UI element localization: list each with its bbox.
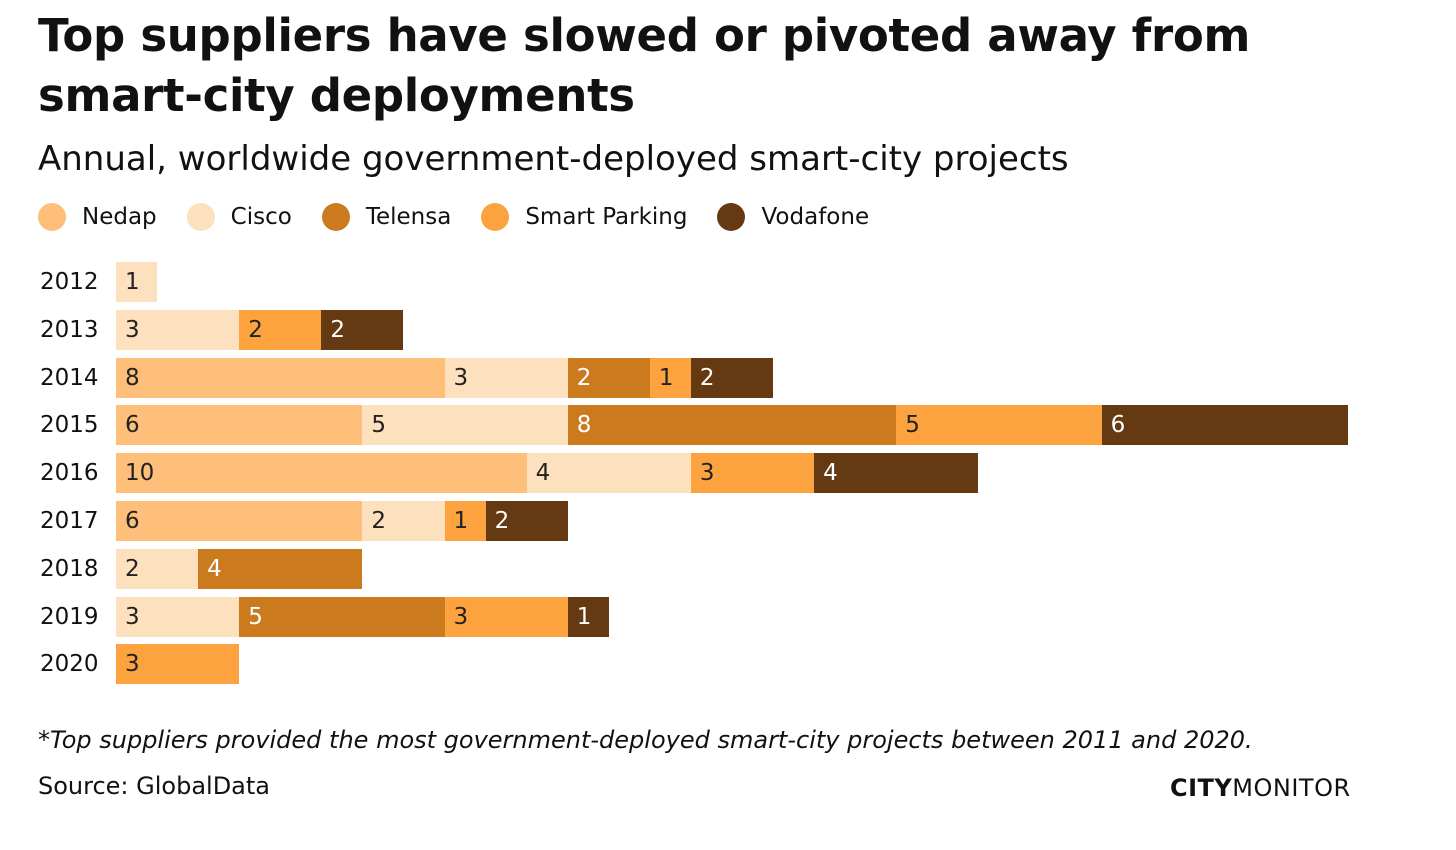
data-label: 3	[125, 316, 140, 343]
data-label: 3	[699, 460, 715, 487]
y-tick-label: 2016	[40, 460, 99, 487]
data-label: 5	[905, 412, 920, 439]
legend-item: Cisco	[186, 203, 292, 231]
y-tick-label: 2015	[40, 412, 99, 439]
legend-swatch	[717, 203, 746, 231]
bar-telensa-2019: 5	[239, 596, 445, 637]
bar-smart-parking-2020: 3	[116, 644, 240, 685]
bar-smart-parking-2019: 3	[444, 596, 568, 637]
legend-swatch	[186, 203, 215, 231]
data-label: 2	[576, 364, 592, 391]
data-label: 6	[1110, 412, 1126, 439]
bar-telensa-2018: 4	[198, 548, 363, 589]
y-tick-label: 2014	[40, 364, 99, 391]
city-monitor-logo: CITYMONITOR	[1170, 774, 1351, 802]
chart-title: Top suppliers have slowed or pivoted awa…	[38, 9, 1251, 122]
legend-swatch	[481, 203, 510, 231]
legend-swatch	[38, 203, 66, 231]
bar-telensa-2014: 2	[567, 357, 650, 398]
data-label: 3	[125, 651, 140, 678]
bar-smart-parking-2017: 1	[444, 501, 486, 541]
bar-smart-parking-2013: 2	[239, 309, 322, 350]
legend-item: Smart Parking	[481, 203, 687, 231]
legend-swatch	[321, 203, 350, 231]
chart-subtitle: Annual, worldwide government-deployed sm…	[38, 139, 1069, 179]
bar-cisco-2015: 5	[362, 405, 568, 446]
legend-item: Telensa	[321, 203, 452, 231]
data-label: 6	[125, 508, 140, 534]
data-label: 4	[823, 460, 838, 487]
data-label: 3	[125, 603, 140, 630]
legend-label: Vodafone	[761, 204, 870, 230]
bar-vodafone-2016: 4	[814, 453, 979, 494]
bar-vodafone-2017: 2	[485, 501, 568, 541]
bar-nedap-2014: 8	[116, 357, 445, 398]
legend-label: Smart Parking	[525, 204, 688, 230]
data-label: 1	[453, 508, 469, 534]
bar-cisco-2016: 4	[526, 453, 691, 494]
data-label: 1	[658, 364, 674, 391]
data-label: 5	[248, 603, 263, 630]
bar-cisco-2017: 2	[362, 501, 445, 541]
bar-cisco-2012: 1	[116, 262, 158, 302]
source: Source: GlobalData	[38, 772, 271, 800]
y-tick-label: 2012	[40, 269, 99, 295]
bar-smart-parking-2015: 5	[896, 405, 1102, 446]
bar-vodafone-2015: 6	[1101, 405, 1348, 446]
data-label: 6	[125, 412, 140, 439]
data-label: 3	[453, 603, 469, 630]
data-label: 10	[125, 460, 155, 487]
bar-cisco-2013: 3	[116, 309, 240, 350]
y-tick-label: 2020	[40, 651, 99, 678]
bar-smart-parking-2016: 3	[690, 453, 815, 494]
footnote: *Top suppliers provided the most governm…	[38, 726, 1253, 754]
bar-nedap-2016: 10	[116, 453, 527, 494]
bar-cisco-2014: 3	[444, 357, 568, 398]
data-label: 5	[371, 412, 387, 439]
bar-smart-parking-2014: 1	[649, 357, 691, 398]
y-tick-label: 2018	[40, 555, 99, 582]
bar-cisco-2019: 3	[116, 596, 240, 637]
data-label: 1	[576, 603, 592, 630]
bar-nedap-2015: 6	[116, 405, 363, 446]
legend: Nedap Cisco Telensa Smart Parking Vodafone	[38, 203, 899, 231]
data-label: 2	[330, 316, 345, 343]
y-tick-label: 2013	[40, 316, 99, 343]
bar-vodafone-2013: 2	[321, 309, 404, 350]
data-label: 2	[125, 555, 140, 582]
legend-label: Telensa	[365, 204, 452, 230]
y-tick-label: 2017	[40, 508, 99, 534]
data-label: 4	[207, 555, 222, 582]
data-label: 4	[535, 460, 551, 487]
legend-label: Cisco	[230, 204, 292, 230]
data-label: 2	[248, 316, 263, 343]
bar-cisco-2018: 2	[116, 548, 199, 589]
bar-vodafone-2014: 2	[690, 357, 774, 398]
data-label: 1	[125, 269, 140, 295]
y-tick-label: 2019	[40, 603, 99, 630]
logo-bold: CITY	[1170, 774, 1233, 802]
data-label: 8	[576, 412, 592, 439]
data-label: 2	[494, 508, 510, 534]
bar-telensa-2015: 8	[567, 405, 897, 446]
data-label: 2	[371, 508, 387, 534]
legend-label: Nedap	[82, 204, 157, 230]
legend-item: Nedap	[38, 203, 157, 231]
data-label: 8	[125, 364, 140, 391]
bar-nedap-2017: 6	[116, 501, 363, 541]
bar-vodafone-2019: 1	[567, 596, 609, 637]
data-label: 3	[453, 364, 469, 391]
logo-light: MONITOR	[1232, 774, 1351, 802]
data-label: 2	[699, 364, 715, 391]
legend-item: Vodafone	[717, 203, 869, 231]
